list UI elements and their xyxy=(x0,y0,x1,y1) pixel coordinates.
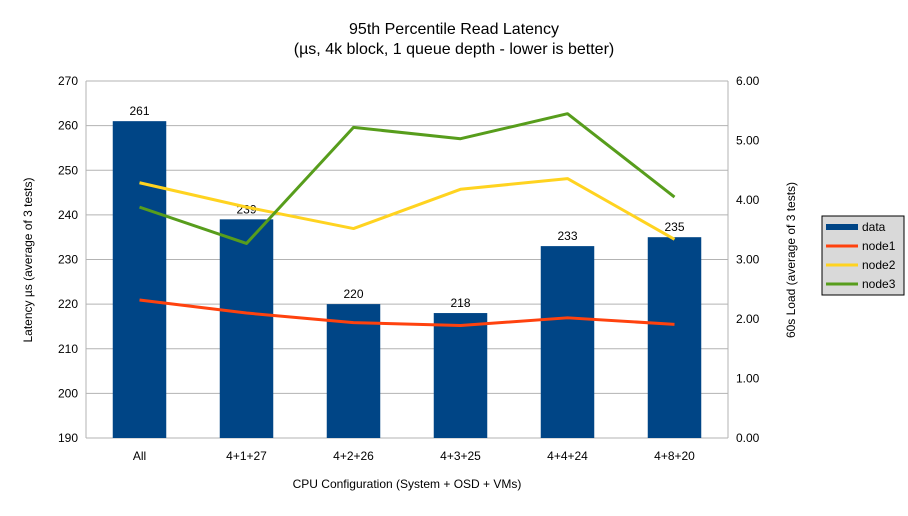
x-tick-label: 4+4+24 xyxy=(547,449,588,463)
y-axis-label: Latency µs (average of 3 tests) xyxy=(21,178,35,343)
data-label: 235 xyxy=(664,220,684,234)
legend-label: data xyxy=(862,220,886,234)
y-tick-label: 260 xyxy=(58,119,78,133)
y-tick-label: 240 xyxy=(58,208,78,222)
bar xyxy=(433,313,488,438)
series-line-node2 xyxy=(139,177,676,241)
bar xyxy=(219,219,274,438)
legend-label: node1 xyxy=(862,239,896,253)
y-tick-label: 200 xyxy=(58,386,78,400)
y-tick-label: 230 xyxy=(58,253,78,267)
bar xyxy=(326,304,381,438)
legend-swatch xyxy=(826,224,858,230)
y2-tick-label: 6.00 xyxy=(736,74,760,88)
y2-tick-label: 0.00 xyxy=(736,431,760,445)
x-tick-label: 4+8+20 xyxy=(654,449,695,463)
data-label: 220 xyxy=(343,287,363,301)
series-line-node3 xyxy=(139,112,676,245)
y2-tick-label: 2.00 xyxy=(736,312,760,326)
x-axis-label: CPU Configuration (System + OSD + VMs) xyxy=(293,477,522,491)
y2-tick-label: 1.00 xyxy=(736,372,760,386)
y-tick-label: 190 xyxy=(58,431,78,445)
x-tick-label: 4+3+25 xyxy=(440,449,481,463)
legend: data node1 node2 node3 xyxy=(821,215,905,296)
lines xyxy=(139,112,676,328)
bar xyxy=(647,237,702,438)
x-tick-label: All xyxy=(133,449,146,463)
x-tick-label: 4+2+26 xyxy=(333,449,374,463)
series-line-node1 xyxy=(139,298,675,328)
chart-title: 95th Percentile Read Latency xyxy=(349,21,559,38)
bar xyxy=(112,121,167,438)
legend-label: node2 xyxy=(862,258,896,272)
axes: 190 200 210 220 230 240 250 260 270 0.00 1.00 2.00 3… xyxy=(58,74,760,463)
chart-subtitle: (µs, 4k block, 1 queue depth - lower is … xyxy=(294,41,614,58)
data-label: 218 xyxy=(450,296,470,310)
data-label: 233 xyxy=(557,229,577,243)
legend-label: node3 xyxy=(862,277,896,291)
gridlines xyxy=(86,80,728,439)
bar xyxy=(540,246,595,438)
y-tick-label: 270 xyxy=(58,74,78,88)
y2-tick-label: 4.00 xyxy=(736,193,760,207)
x-tick-label: 4+1+27 xyxy=(226,449,267,463)
y-tick-label: 220 xyxy=(58,297,78,311)
y-tick-label: 210 xyxy=(58,342,78,356)
y2-tick-label: 3.00 xyxy=(736,253,760,267)
data-label: 261 xyxy=(129,104,149,118)
y2-axis-label: 60s Load (average of 3 tests) xyxy=(784,182,798,338)
y2-tick-label: 5.00 xyxy=(736,134,760,148)
y-tick-label: 250 xyxy=(58,163,78,177)
